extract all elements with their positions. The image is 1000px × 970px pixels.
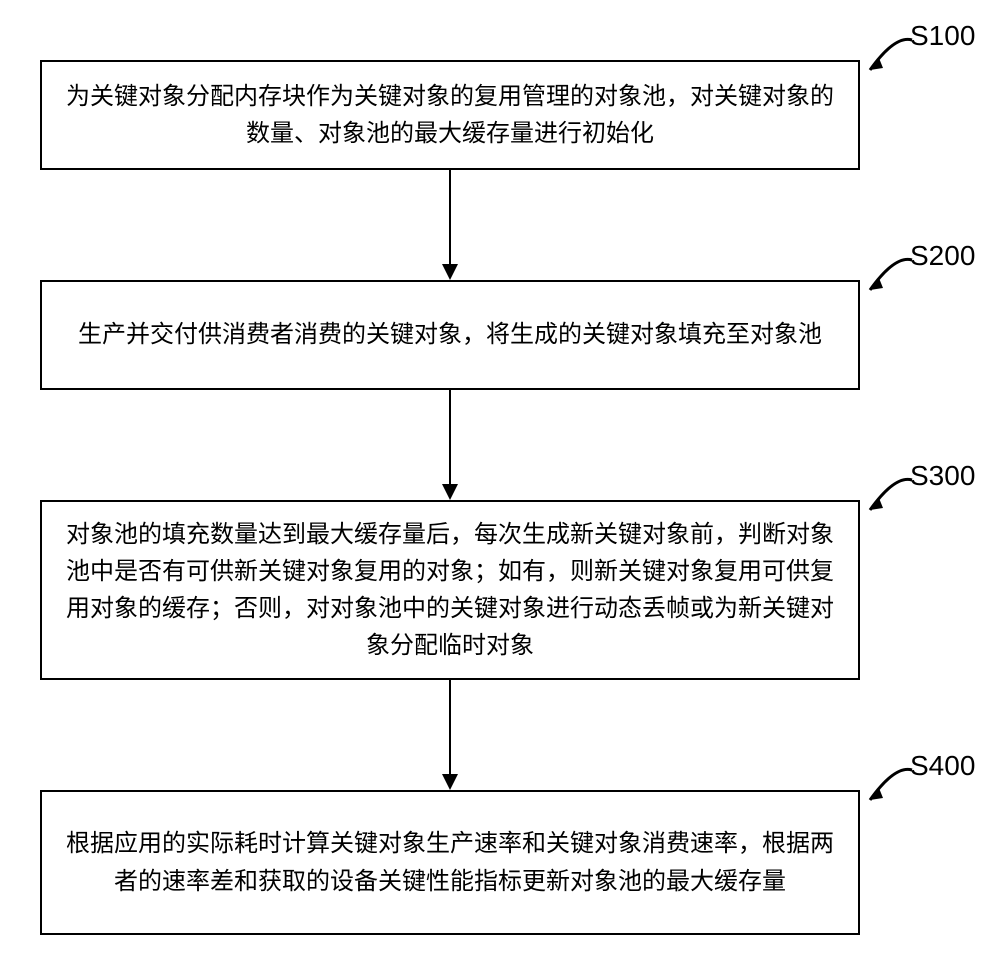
flow-node-s400-text: 根据应用的实际耗时计算关键对象生产速率和关键对象消费速率，根据两者的速率差和获取…	[62, 825, 838, 899]
step-label-s100: S100	[910, 20, 975, 52]
flow-node-s200: 生产并交付供消费者消费的关键对象，将生成的关键对象填充至对象池	[40, 280, 860, 390]
flow-node-s300: 对象池的填充数量达到最大缓存量后，每次生成新关键对象前，判断对象池中是否有可供新…	[40, 500, 860, 680]
flow-node-s200-text: 生产并交付供消费者消费的关键对象，将生成的关键对象填充至对象池	[78, 316, 822, 353]
flowchart-canvas: 为关键对象分配内存块作为关键对象的复用管理的对象池，对关键对象的数量、对象池的最…	[0, 0, 1000, 970]
flow-node-s100-text: 为关键对象分配内存块作为关键对象的复用管理的对象池，对关键对象的数量、对象池的最…	[62, 78, 838, 152]
flow-node-s300-text: 对象池的填充数量达到最大缓存量后，每次生成新关键对象前，判断对象池中是否有可供新…	[62, 516, 838, 665]
flow-node-s100: 为关键对象分配内存块作为关键对象的复用管理的对象池，对关键对象的数量、对象池的最…	[40, 60, 860, 170]
flow-node-s400: 根据应用的实际耗时计算关键对象生产速率和关键对象消费速率，根据两者的速率差和获取…	[40, 790, 860, 935]
step-label-s200: S200	[910, 240, 975, 272]
step-label-s300: S300	[910, 460, 975, 492]
step-label-s400: S400	[910, 750, 975, 782]
